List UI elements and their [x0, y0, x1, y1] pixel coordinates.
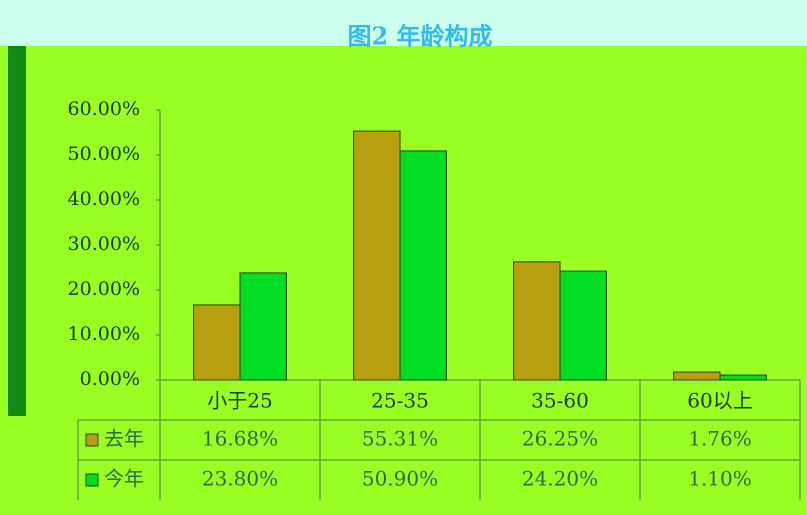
- table-cell: 26.25%: [522, 427, 598, 451]
- legend-label: 今年: [104, 467, 144, 491]
- table-cell: 23.80%: [202, 467, 278, 491]
- legend-key: [85, 473, 99, 487]
- y-tick-label: 60.00%: [68, 98, 140, 120]
- bar: [193, 304, 241, 381]
- y-tick-label: 0.00%: [80, 368, 140, 390]
- bar: [673, 371, 721, 381]
- x-tick-label: 60以上: [687, 389, 752, 413]
- legend-key: [85, 433, 99, 447]
- table-cell: 1.76%: [688, 427, 752, 451]
- y-tick-label: 50.00%: [68, 143, 140, 165]
- table-cell: 24.20%: [522, 467, 598, 491]
- table-cell: 16.68%: [202, 427, 278, 451]
- x-tick-label: 35-60: [531, 389, 589, 413]
- table-cell: 55.31%: [362, 427, 438, 451]
- bar: [399, 150, 447, 381]
- chart-title: 图2 年龄构成: [347, 22, 492, 51]
- table-cell: 50.90%: [362, 467, 438, 491]
- y-tick-label: 10.00%: [68, 323, 140, 345]
- x-tick-label: 小于25: [207, 389, 272, 413]
- bar: [513, 261, 561, 381]
- bar: [719, 374, 767, 381]
- title-band: [0, 0, 807, 46]
- table-cell: 1.10%: [688, 467, 752, 491]
- bar: [559, 270, 607, 381]
- x-tick-label: 25-35: [371, 389, 429, 413]
- legend-label: 去年: [104, 427, 144, 451]
- y-tick-label: 40.00%: [68, 188, 140, 210]
- y-tick-label: 20.00%: [68, 278, 140, 300]
- bar: [353, 130, 401, 381]
- y-tick-label: 30.00%: [68, 233, 140, 255]
- bar: [239, 272, 287, 381]
- decor-strip: [8, 46, 26, 416]
